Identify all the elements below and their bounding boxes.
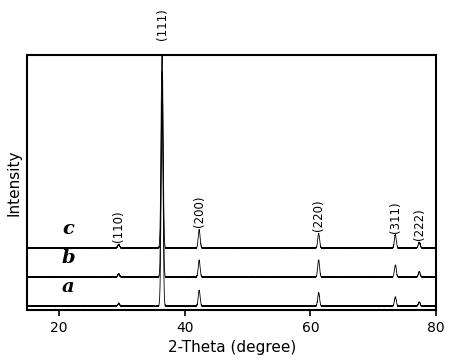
- Text: a: a: [62, 278, 74, 296]
- Y-axis label: Intensity: Intensity: [7, 150, 22, 216]
- Text: (222): (222): [412, 209, 425, 240]
- Text: c: c: [62, 220, 74, 238]
- Text: (311): (311): [388, 201, 401, 233]
- X-axis label: 2-Theta (degree): 2-Theta (degree): [167, 340, 295, 355]
- Text: (200): (200): [192, 196, 205, 227]
- Text: (110): (110): [112, 211, 125, 242]
- Text: (111): (111): [155, 8, 168, 40]
- Text: (220): (220): [312, 200, 324, 231]
- Text: b: b: [61, 249, 75, 267]
